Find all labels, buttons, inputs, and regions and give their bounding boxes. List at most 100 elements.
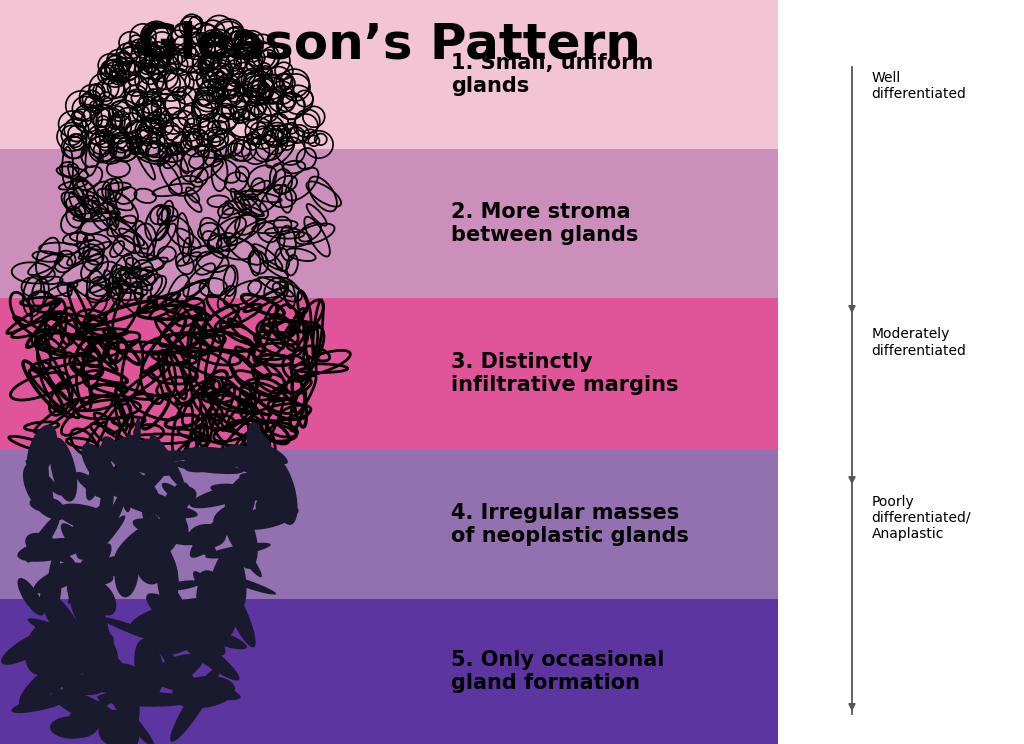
Ellipse shape [189,508,242,558]
Ellipse shape [188,524,226,548]
Ellipse shape [179,446,246,469]
Ellipse shape [112,711,139,744]
Ellipse shape [19,660,72,707]
Ellipse shape [226,531,262,577]
Ellipse shape [205,571,237,638]
Ellipse shape [156,644,207,699]
Ellipse shape [121,692,139,738]
Text: Well
differentiated: Well differentiated [871,71,967,101]
Ellipse shape [26,516,59,562]
Ellipse shape [162,483,189,505]
Ellipse shape [67,569,110,651]
Ellipse shape [108,469,131,498]
Ellipse shape [189,482,260,508]
Ellipse shape [213,504,242,526]
Ellipse shape [40,590,86,653]
Ellipse shape [164,587,189,640]
Ellipse shape [104,487,127,536]
Ellipse shape [86,455,137,507]
Ellipse shape [184,463,216,472]
Ellipse shape [131,417,140,484]
Ellipse shape [11,692,78,713]
Ellipse shape [82,443,118,490]
Ellipse shape [90,636,144,702]
Ellipse shape [266,457,298,525]
Ellipse shape [116,483,162,525]
Ellipse shape [225,488,246,545]
Ellipse shape [118,434,139,505]
Ellipse shape [97,691,191,707]
Ellipse shape [119,475,131,513]
Ellipse shape [50,437,77,501]
Ellipse shape [234,481,256,527]
Ellipse shape [56,504,118,533]
Ellipse shape [225,549,247,610]
Ellipse shape [115,516,159,571]
Ellipse shape [197,575,233,640]
Ellipse shape [87,635,114,682]
Ellipse shape [28,618,110,655]
Ellipse shape [134,658,189,692]
Ellipse shape [247,422,273,481]
Ellipse shape [120,451,176,476]
Text: 4. Irregular masses
of neoplastic glands: 4. Irregular masses of neoplastic glands [452,503,689,546]
Ellipse shape [38,506,63,520]
Text: Moderately
differentiated: Moderately differentiated [871,327,967,358]
Ellipse shape [162,514,188,543]
Ellipse shape [47,555,61,618]
Text: Poorly
differentiated/
Anaplastic: Poorly differentiated/ Anaplastic [871,495,971,541]
Ellipse shape [79,555,123,576]
Ellipse shape [129,597,220,632]
Ellipse shape [124,451,196,464]
Ellipse shape [51,635,126,693]
Ellipse shape [62,681,86,707]
Ellipse shape [120,437,163,474]
Ellipse shape [74,624,109,659]
Ellipse shape [90,652,121,693]
Ellipse shape [26,460,61,496]
Ellipse shape [95,448,112,497]
Ellipse shape [34,563,87,594]
Ellipse shape [142,484,156,522]
Text: 3. Distinctly
infiltrative margins: 3. Distinctly infiltrative margins [452,352,679,396]
Ellipse shape [98,680,137,692]
Ellipse shape [209,549,232,602]
Bar [0,599,778,744]
Ellipse shape [78,522,105,548]
Ellipse shape [137,560,161,585]
Ellipse shape [169,646,210,687]
Ellipse shape [172,461,243,474]
Ellipse shape [165,486,197,508]
Ellipse shape [75,472,111,500]
Ellipse shape [113,664,160,703]
Ellipse shape [100,617,185,650]
Ellipse shape [74,627,118,673]
Ellipse shape [76,505,110,559]
Ellipse shape [109,693,155,744]
Ellipse shape [224,469,256,510]
Ellipse shape [157,552,178,608]
Ellipse shape [193,571,231,620]
Ellipse shape [136,439,161,474]
Ellipse shape [162,619,240,681]
Ellipse shape [187,531,216,557]
Ellipse shape [217,573,276,594]
Ellipse shape [115,545,139,597]
Ellipse shape [99,440,114,481]
Ellipse shape [68,533,95,543]
Ellipse shape [52,690,122,728]
Bar [0,298,778,450]
Ellipse shape [145,536,173,553]
Ellipse shape [147,673,241,700]
Ellipse shape [112,711,145,734]
Ellipse shape [125,537,177,569]
Ellipse shape [115,520,165,562]
Ellipse shape [163,618,215,655]
Ellipse shape [98,477,114,532]
Ellipse shape [86,437,113,501]
Text: 2. More stroma
between glands: 2. More stroma between glands [452,202,639,245]
Ellipse shape [146,593,225,655]
Ellipse shape [210,484,279,501]
Ellipse shape [236,453,259,472]
Ellipse shape [229,459,282,493]
